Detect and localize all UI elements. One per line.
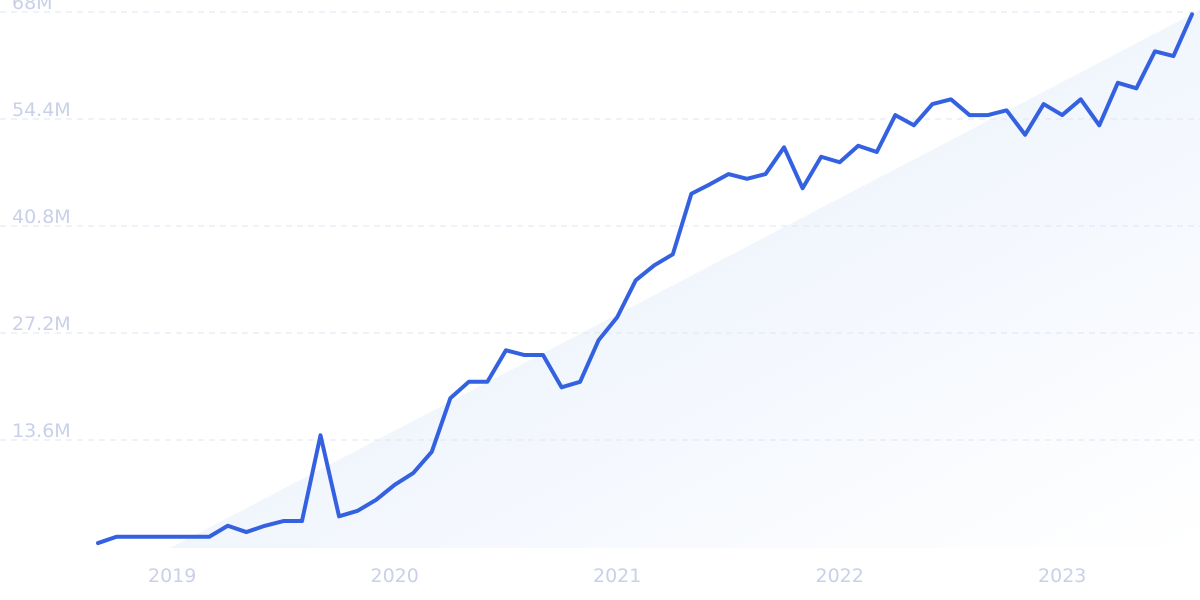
x-tick-label: 2023: [1038, 565, 1086, 587]
data-line: [96, 12, 1194, 546]
background-wedge: [170, 10, 1200, 548]
y-tick-label: 40.8M: [12, 206, 71, 228]
y-tick-label: 54.4M: [12, 99, 71, 121]
plot: [96, 12, 1194, 546]
x-tick-label: 2020: [370, 565, 418, 587]
x-tick-label: 2019: [148, 565, 196, 587]
grid: [0, 11, 1200, 441]
x-tick-label: 2021: [593, 565, 641, 587]
y-tick-label: 27.2M: [12, 313, 71, 335]
y-tick-label: 68M: [12, 0, 53, 14]
y-tick-label: 13.6M: [12, 420, 71, 442]
x-tick-label: 2022: [816, 565, 864, 587]
labels: 13.6M 27.2M 40.8M 54.4M 68M 2019 2020 2021 2022 2…: [12, 0, 1086, 587]
